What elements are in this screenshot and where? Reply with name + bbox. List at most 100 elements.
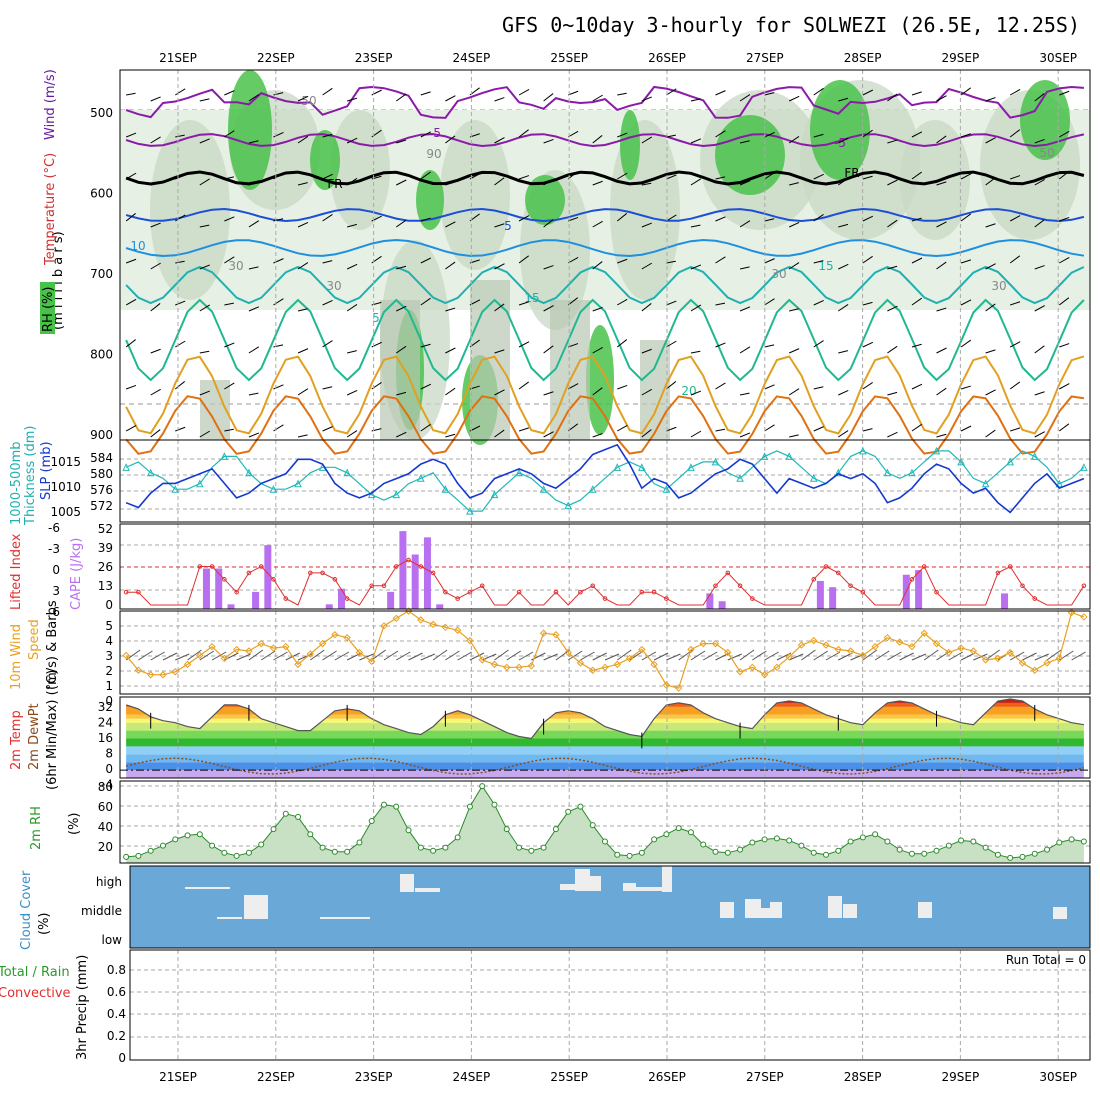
wind-barb (764, 344, 775, 348)
temp-tick-label: 16 (98, 731, 113, 745)
wind-speed-point (392, 614, 400, 623)
wind-speed-point (638, 645, 646, 654)
thickness-point (392, 490, 401, 499)
wind-barb (236, 653, 251, 661)
wind-barb (911, 257, 923, 264)
wind-axis-label-1: 10m Wind (9, 624, 24, 690)
wind-barb (788, 136, 800, 144)
wind-barb (150, 388, 161, 396)
wind-barb (125, 172, 137, 180)
wind-barb (297, 182, 308, 186)
wind-barb (936, 261, 947, 270)
wind-barb (960, 652, 976, 661)
wind-speed-point (785, 653, 793, 661)
wind-barb (715, 216, 726, 222)
wind-tick-label: 1 (105, 679, 113, 693)
temp-contour-5 (125, 207, 1085, 223)
cloud-block (198, 887, 230, 889)
rh-point (479, 783, 486, 790)
wind-barb (641, 348, 652, 354)
wind-barb (543, 653, 558, 661)
wind-barb (838, 430, 849, 438)
thickness-point (564, 501, 572, 510)
wind-barb (322, 340, 333, 348)
wind-barb (641, 388, 653, 396)
wind-barb (322, 300, 333, 306)
wind-barb (936, 181, 947, 186)
rh-point (614, 851, 621, 858)
thickness-point (171, 485, 180, 493)
wind-barb (347, 223, 357, 228)
cloud-block (244, 895, 268, 919)
cloud-axis-label-2: (%) (37, 913, 52, 936)
wind-barb (297, 308, 308, 312)
wind-barb (911, 297, 922, 306)
lifted-index-point (602, 596, 608, 601)
run-total-label: Run Total = 0 (1006, 953, 1086, 967)
wind-barb (273, 258, 284, 264)
cloud-level-label: high (96, 875, 122, 889)
rh-point (847, 838, 854, 845)
wind-barb (641, 182, 652, 186)
wind-barb (543, 93, 554, 102)
wind-barb (739, 220, 751, 228)
contour-label: -5 (834, 136, 846, 150)
panel-frame (119, 439, 1091, 523)
lifted-index-point (369, 583, 375, 589)
wind-barb (150, 96, 161, 102)
thickness-point (294, 479, 302, 488)
wind-barb (592, 652, 607, 661)
rh-tick-label: 40 (98, 820, 113, 834)
wind-barb (936, 221, 947, 228)
wind-speed-point (282, 642, 290, 651)
thickness-point (859, 446, 867, 455)
cloud-block (720, 902, 734, 918)
wind-speed-point (662, 681, 671, 689)
wind-barb (985, 137, 996, 144)
wind-speed-point (564, 648, 572, 657)
wind-barb (371, 649, 386, 661)
wind-barb (248, 140, 259, 144)
cloud-axis-label-1: Cloud Cover (19, 870, 34, 950)
wind-speed-point (269, 644, 278, 652)
wind-barb (199, 178, 210, 186)
lifted-index-point (332, 577, 338, 582)
wind-barb (1034, 305, 1045, 312)
wind-barb (1071, 651, 1086, 661)
wind-barb (616, 213, 628, 222)
wind-barb (666, 174, 677, 180)
thickness-point (367, 490, 376, 499)
cloud-block (560, 884, 576, 890)
wind-barb (690, 98, 701, 102)
thickness-point (515, 468, 523, 477)
wind-barb (248, 220, 260, 228)
contour-label: 30 (771, 267, 786, 281)
thickness-point (883, 468, 892, 477)
wind-barb (641, 96, 652, 102)
wind-speed-point (994, 654, 1002, 663)
temp-band-group (126, 699, 1084, 778)
lifted-index-tick-label: -3 (48, 542, 60, 556)
wind-barb (764, 298, 775, 306)
wind-barb (567, 423, 579, 432)
thickness-point (613, 463, 622, 471)
wind-barb (862, 215, 874, 222)
thickness-point (417, 474, 425, 482)
wind-barb (887, 265, 898, 270)
rh-point (958, 837, 965, 844)
wind-barb (395, 219, 407, 228)
wind-barb (175, 174, 186, 180)
wind-barb (174, 214, 186, 222)
wind-barb (396, 651, 411, 661)
wind-barb (518, 215, 530, 222)
wind-barb (1009, 651, 1025, 661)
wind-barb (592, 346, 603, 354)
wind-barb (445, 95, 456, 102)
wind-barb (813, 426, 824, 432)
rh-point (761, 836, 768, 843)
wind-barb (494, 389, 505, 396)
wind-barb (224, 256, 235, 264)
wind-speed-point (159, 671, 167, 679)
lifted-index-point (136, 589, 141, 595)
rh-point (872, 831, 879, 838)
